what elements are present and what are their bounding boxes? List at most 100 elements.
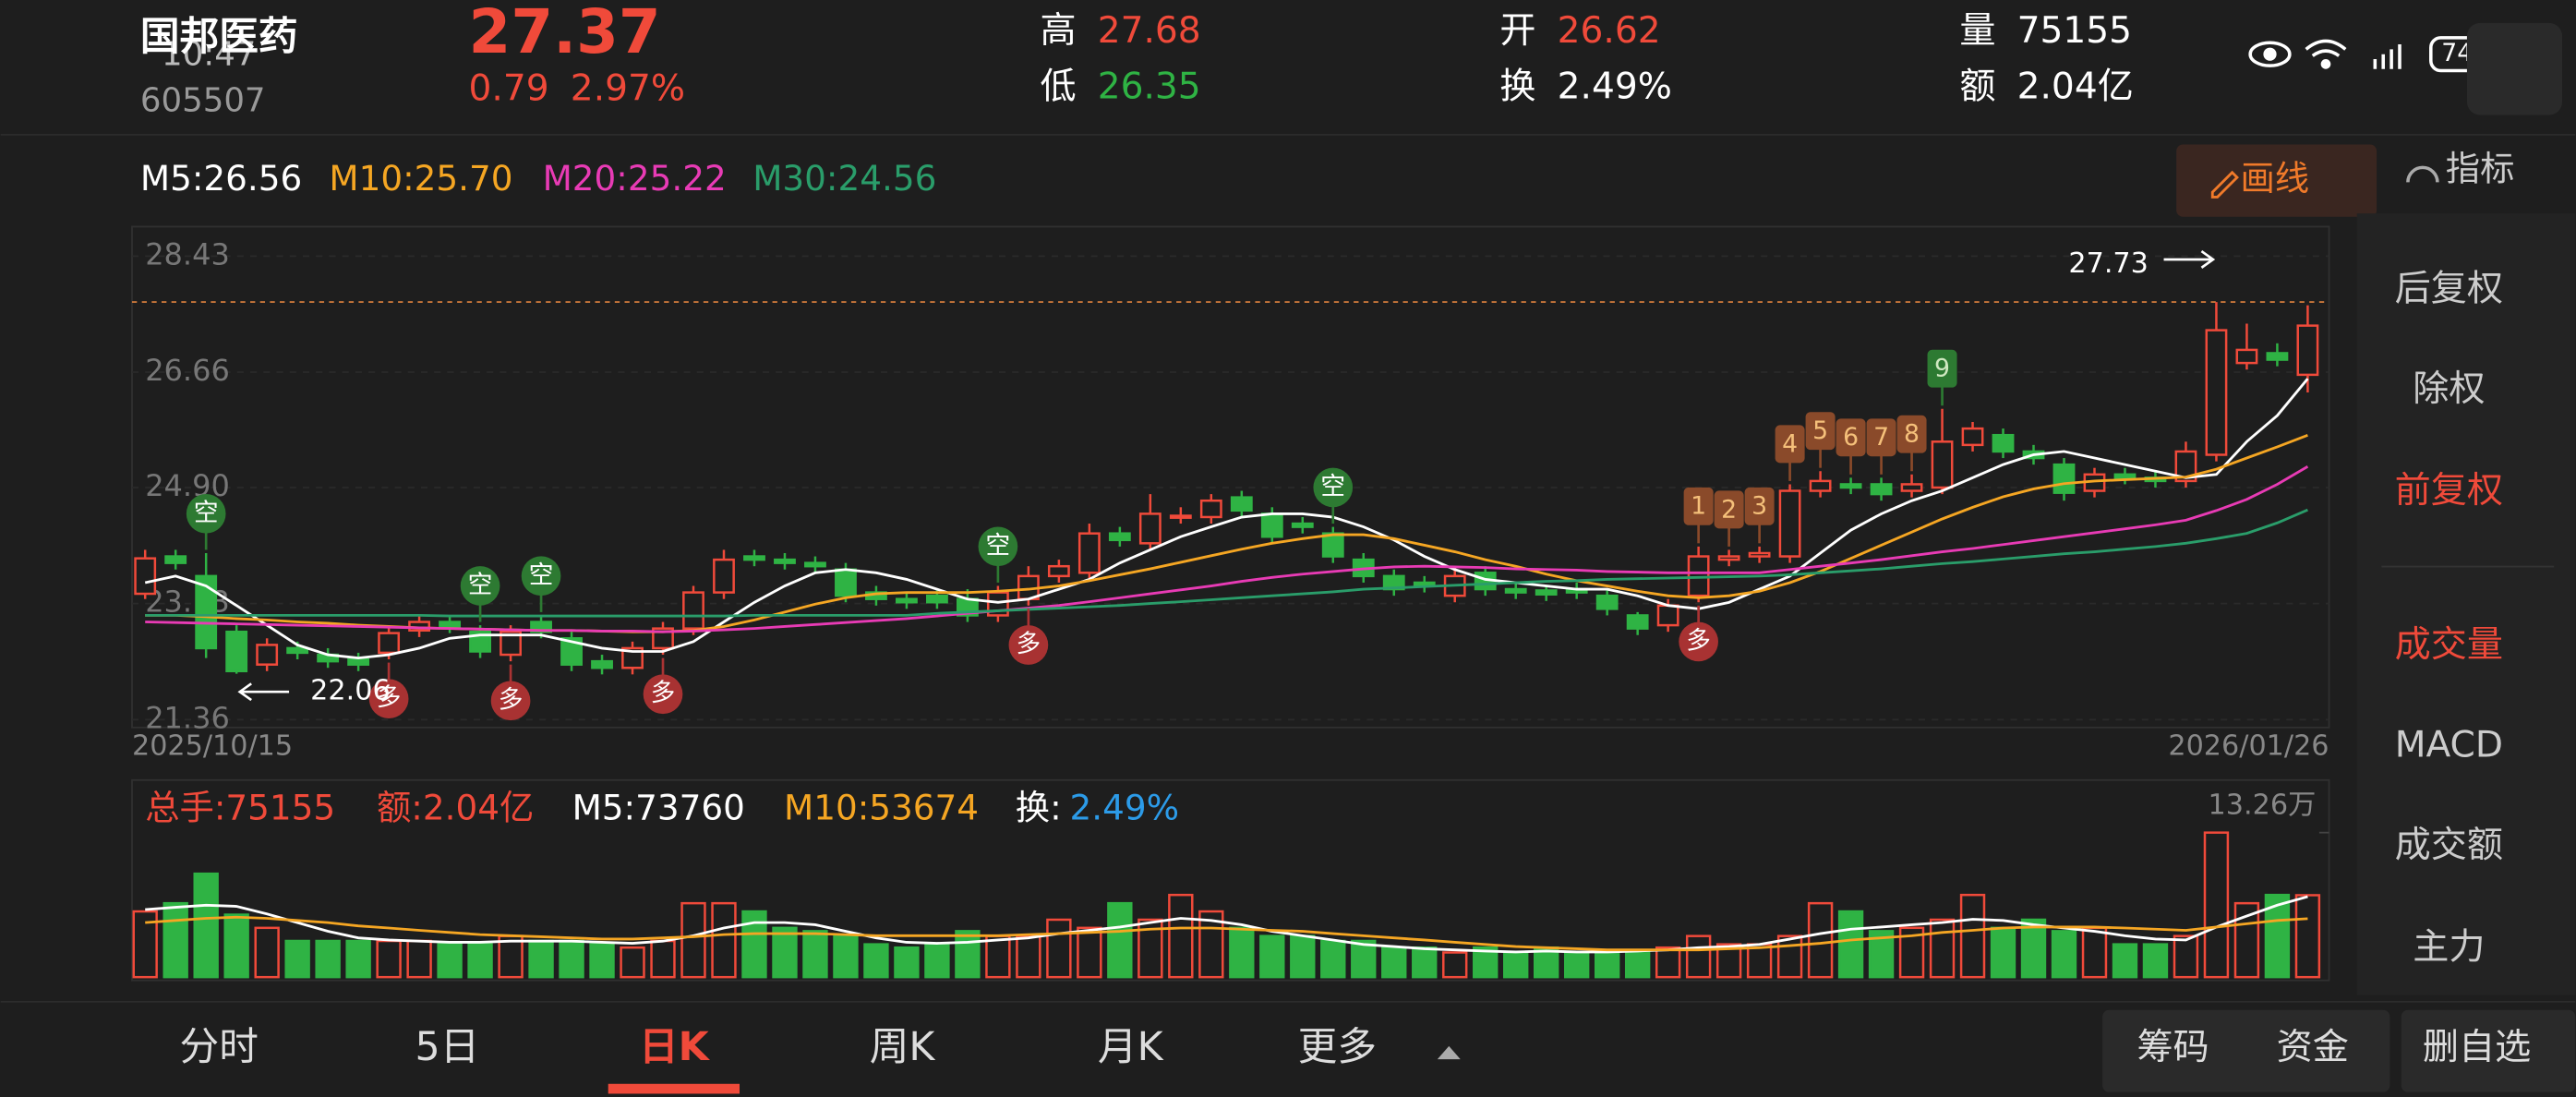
- high-label: 高: [1040, 10, 1076, 52]
- volume-bar: [1442, 951, 1468, 979]
- candle-body: [530, 621, 552, 633]
- signal-badge: [521, 556, 561, 597]
- volume-bar: [345, 939, 371, 979]
- candle-body: [1260, 512, 1283, 538]
- volume-legend-item: 换:: [1016, 787, 1062, 827]
- candle-body: [835, 568, 857, 597]
- volume-bar: [985, 934, 1011, 979]
- turnover: 2.49%: [1558, 66, 1672, 108]
- signal-label: 多: [651, 679, 676, 707]
- tab[interactable]: 日K: [639, 1024, 711, 1070]
- volume-bar: [1046, 918, 1072, 979]
- signal-badge: [1896, 415, 1927, 453]
- signal-label: 多: [499, 685, 524, 714]
- signal-badge: [643, 674, 683, 715]
- signal-label: 多: [1686, 626, 1711, 655]
- stock-name: 国邦医药: [140, 14, 298, 60]
- tab[interactable]: 月K: [1098, 1024, 1164, 1070]
- candle-body: [2205, 329, 2228, 456]
- tab[interactable]: 更多: [1298, 1024, 1377, 1070]
- volume-label: 量: [1959, 10, 1995, 52]
- volume-bar: [1746, 943, 1773, 979]
- volume-bar: [2142, 943, 2169, 979]
- draw-button[interactable]: [2176, 144, 2377, 217]
- side-menu-item[interactable]: 后复权: [2395, 268, 2503, 309]
- volume-bar: [1229, 926, 1255, 979]
- signal-label: 7: [1873, 423, 1889, 452]
- button[interactable]: 删自选: [2423, 1027, 2531, 1068]
- candle-body: [1809, 479, 1832, 492]
- candle-body: [652, 627, 674, 650]
- draw-label[interactable]: 画线: [2240, 158, 2309, 199]
- signal-badge: [1008, 625, 1049, 665]
- volume-bar: [833, 934, 859, 979]
- button-bg: [2401, 1009, 2576, 1092]
- volume-legend-item: 总手:75155: [145, 787, 335, 827]
- volume-bar: [284, 939, 310, 979]
- volume-bar: [1320, 939, 1346, 979]
- candle-body: [1535, 589, 1558, 596]
- volume-bar: [620, 946, 645, 979]
- tab[interactable]: 周K: [870, 1024, 936, 1070]
- button[interactable]: 筹码: [2137, 1027, 2209, 1068]
- volume-bar: [1776, 934, 1803, 979]
- signal-badge: [1866, 418, 1896, 457]
- candle-body: [1931, 440, 1954, 489]
- candle-body: [1595, 594, 1619, 610]
- volume-bar: [1290, 934, 1316, 979]
- signal-badge: [1927, 349, 1957, 388]
- volume-bar: [1837, 910, 1864, 979]
- signal-label: 4: [1782, 429, 1798, 458]
- volume-bar: [1685, 934, 1712, 979]
- button[interactable]: 资金: [2277, 1027, 2349, 1068]
- volume-bar: [1168, 893, 1194, 979]
- icon-button[interactable]: [2466, 22, 2563, 115]
- volume: 75155: [2017, 10, 2132, 52]
- volume-bar: [2112, 943, 2138, 979]
- signal-badge: [1714, 490, 1744, 529]
- min-annotation: 22.06: [310, 675, 391, 707]
- gauge-icon: [2406, 165, 2439, 183]
- indicator-label[interactable]: 指标: [2446, 148, 2515, 188]
- tab[interactable]: 5日: [415, 1024, 480, 1070]
- side-menu-item[interactable]: 主力: [2413, 926, 2485, 968]
- side-menu-item[interactable]: 除权: [2413, 368, 2485, 410]
- candle-body: [560, 637, 583, 666]
- amount: 2.04亿: [2017, 66, 2134, 108]
- side-menu-item[interactable]: MACD: [2395, 725, 2503, 766]
- candle-body: [1504, 587, 1527, 594]
- signal-badge: [1313, 467, 1354, 508]
- volume-legend-item: 额:2.04亿: [377, 787, 534, 827]
- signal-label: 空: [194, 499, 219, 527]
- side-menu-item[interactable]: 成交量: [2395, 624, 2503, 666]
- volume-bar: [863, 943, 889, 979]
- signal-badge: [1679, 621, 1718, 662]
- candle-body: [225, 630, 248, 673]
- side-menu-item[interactable]: 前复权: [2395, 470, 2503, 512]
- candle-body: [2296, 324, 2319, 377]
- candle-body: [1717, 555, 1740, 561]
- open: 26.62: [1558, 10, 1661, 52]
- candle-body: [743, 555, 765, 561]
- tab[interactable]: 分时: [180, 1024, 259, 1070]
- legend-item: M5:26.56: [140, 158, 302, 199]
- candle-body: [1992, 433, 2015, 453]
- volume-bar: [2051, 930, 2077, 979]
- candle-body: [256, 644, 279, 666]
- volume-bar: [2294, 894, 2321, 979]
- signal-label: 3: [1751, 492, 1767, 521]
- y-tick-label: 21.36: [145, 700, 230, 735]
- volume-bar: [406, 939, 432, 979]
- signal-label: 9: [1934, 355, 1950, 383]
- ma-line: [145, 508, 2308, 618]
- signal-label: 多: [377, 683, 402, 712]
- pencil-icon: [2210, 170, 2239, 199]
- signal-label: 2: [1721, 495, 1737, 524]
- open-label: 开: [1499, 10, 1535, 52]
- side-menu-item[interactable]: 成交额: [2395, 825, 2503, 866]
- signal-label: 空: [529, 561, 554, 589]
- volume-bar: [1016, 934, 1041, 979]
- volume-bar: [1959, 893, 1986, 979]
